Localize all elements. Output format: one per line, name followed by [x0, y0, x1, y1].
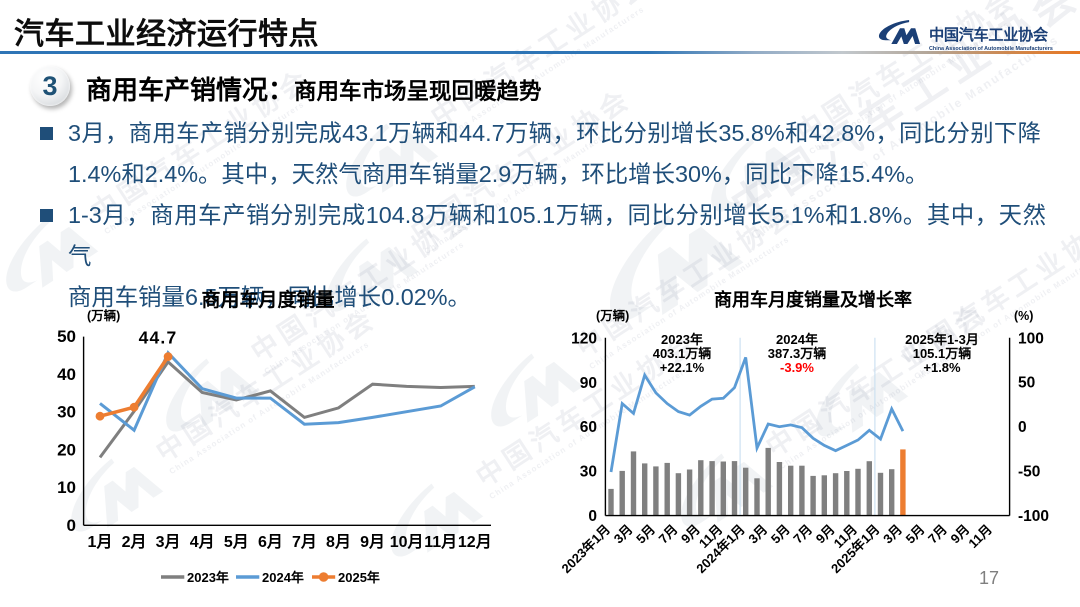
svg-text:5月: 5月: [903, 522, 928, 547]
svg-text:50: 50: [57, 327, 76, 346]
svg-text:2025年: 2025年: [338, 570, 380, 585]
svg-text:7月: 7月: [292, 533, 317, 551]
svg-text:7月: 7月: [790, 522, 815, 547]
svg-text:120: 120: [571, 330, 597, 347]
svg-text:-50: -50: [1018, 464, 1040, 481]
svg-text:8月: 8月: [326, 533, 351, 551]
svg-text:1月: 1月: [88, 533, 113, 551]
svg-text:(万辆): (万辆): [87, 308, 120, 323]
svg-text:7月: 7月: [656, 522, 681, 547]
svg-text:10月: 10月: [390, 533, 424, 551]
svg-text:6月: 6月: [258, 533, 283, 551]
svg-text:3月: 3月: [880, 522, 905, 547]
svg-text:5月: 5月: [633, 522, 658, 547]
svg-text:2023年: 2023年: [187, 570, 229, 585]
svg-text:11月: 11月: [424, 533, 457, 551]
svg-text:(%): (%): [1014, 309, 1033, 323]
svg-text:11月: 11月: [965, 522, 995, 552]
svg-text:+22.1%: +22.1%: [660, 360, 705, 375]
svg-text:403.1万辆: 403.1万辆: [653, 346, 712, 361]
svg-text:387.3万辆: 387.3万辆: [768, 346, 827, 361]
svg-text:2月: 2月: [122, 533, 147, 551]
svg-text:100: 100: [1018, 330, 1044, 347]
svg-text:-3.9%: -3.9%: [780, 360, 814, 375]
svg-text:2023年1月: 2023年1月: [559, 522, 614, 577]
svg-text:10: 10: [57, 478, 76, 497]
svg-text:0: 0: [1018, 419, 1027, 436]
svg-text:3月: 3月: [611, 522, 636, 547]
svg-text:9月: 9月: [360, 533, 385, 551]
svg-text:20: 20: [57, 440, 76, 459]
svg-text:3月: 3月: [745, 522, 770, 547]
svg-text:4月: 4月: [190, 533, 215, 551]
svg-text:7月: 7月: [925, 522, 950, 547]
svg-text:44.7: 44.7: [139, 328, 178, 348]
svg-text:2024年: 2024年: [776, 332, 818, 347]
svg-text:12月: 12月: [458, 533, 492, 551]
svg-text:30: 30: [57, 403, 76, 422]
svg-text:60: 60: [580, 419, 597, 436]
svg-text:(万辆): (万辆): [596, 308, 629, 323]
svg-text:3月: 3月: [156, 533, 181, 551]
svg-text:90: 90: [580, 375, 597, 392]
svg-text:30: 30: [580, 464, 597, 481]
svg-text:50: 50: [1018, 375, 1035, 392]
svg-text:商用车月度销量: 商用车月度销量: [201, 288, 334, 311]
svg-text:5月: 5月: [768, 522, 793, 547]
svg-text:0: 0: [67, 516, 76, 535]
svg-text:0: 0: [588, 508, 597, 525]
svg-text:2024年: 2024年: [262, 570, 304, 585]
svg-text:105.1万辆: 105.1万辆: [913, 346, 972, 361]
svg-text:2025年1-3月: 2025年1-3月: [905, 332, 979, 347]
svg-text:+1.8%: +1.8%: [923, 360, 961, 375]
svg-text:商用车月度销量及增长率: 商用车月度销量及增长率: [714, 289, 912, 310]
svg-text:-100: -100: [1018, 508, 1049, 525]
svg-text:2023年: 2023年: [661, 332, 703, 347]
svg-text:40: 40: [57, 365, 76, 384]
svg-text:5月: 5月: [224, 533, 249, 551]
